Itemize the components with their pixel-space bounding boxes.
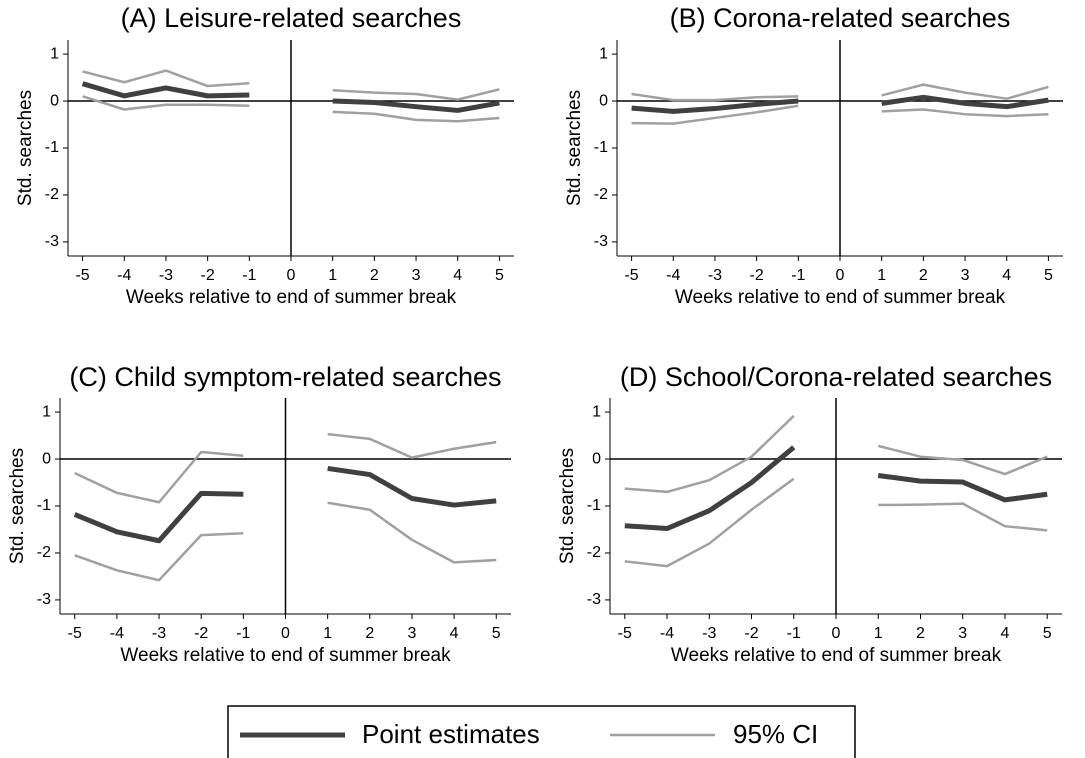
panel-title: (A) Leisure-related searches xyxy=(121,3,462,33)
x-tick-label: 0 xyxy=(287,267,296,284)
y-tick-label: -2 xyxy=(594,186,608,203)
x-tick-label: 1 xyxy=(323,625,332,642)
x-tick-label: 2 xyxy=(365,625,374,642)
y-tick-label: -2 xyxy=(37,544,51,561)
y-axis-title: Std. searches xyxy=(15,90,36,206)
x-tick-label: 3 xyxy=(958,625,967,642)
ci-upper-line xyxy=(631,83,1049,102)
x-tick-label: -3 xyxy=(708,267,722,284)
x-tick-label: 5 xyxy=(1044,267,1053,284)
x-tick-label: 2 xyxy=(916,625,925,642)
ci-upper-line xyxy=(82,69,500,101)
legend-label: Point estimates xyxy=(362,719,540,749)
y-tick-label: -2 xyxy=(587,544,601,561)
y-axis-title: Std. searches xyxy=(564,90,585,206)
y-tick-label: -3 xyxy=(37,591,51,608)
legend-box xyxy=(227,705,856,758)
x-tick-label: 5 xyxy=(492,625,501,642)
x-tick-label: 4 xyxy=(1001,625,1010,642)
x-axis-title: Weeks relative to end of summer break xyxy=(671,645,1002,666)
ci-lower-line xyxy=(74,501,497,582)
x-tick-label: 3 xyxy=(407,625,416,642)
y-axis-title: Std. searches xyxy=(557,448,578,564)
x-tick-label: -2 xyxy=(744,625,758,642)
x-tick-label: -3 xyxy=(702,625,716,642)
panel: (A) Leisure-related searches 1 0 -1 -2 -3 -5 -4… xyxy=(15,3,514,308)
x-tick-label: -1 xyxy=(787,625,801,642)
y-tick-label: -3 xyxy=(587,591,601,608)
x-tick-label: 0 xyxy=(281,625,290,642)
y-tick-label: 1 xyxy=(42,403,51,420)
y-tick-label: -1 xyxy=(45,139,59,156)
x-tick-label: 3 xyxy=(961,267,970,284)
x-axis-title: Weeks relative to end of summer break xyxy=(126,287,457,308)
estimate-line xyxy=(624,445,1048,532)
ci-lower-line xyxy=(631,104,1049,125)
x-tick-label: -2 xyxy=(750,267,764,284)
x-tick-label: -3 xyxy=(152,625,166,642)
x-tick-label: -2 xyxy=(201,267,215,284)
panel: (B) Corona-related searches 1 0 -1 -2 -3 -5 -4 -… xyxy=(564,3,1063,308)
y-tick-label: -1 xyxy=(37,497,51,514)
legend: Point estimates 95% CI xyxy=(227,705,856,758)
x-tick-label: -4 xyxy=(666,267,680,284)
x-tick-label: 1 xyxy=(877,267,886,284)
y-tick-label: 1 xyxy=(599,45,608,62)
x-tick-label: -5 xyxy=(624,267,638,284)
y-tick-label: -1 xyxy=(587,497,601,514)
x-tick-label: 3 xyxy=(412,267,421,284)
x-tick-label: 4 xyxy=(450,625,459,642)
ci-lower-line xyxy=(82,95,500,123)
x-tick-label: 2 xyxy=(919,267,928,284)
x-axis-title: Weeks relative to end of summer break xyxy=(120,645,451,666)
x-tick-label: 5 xyxy=(495,267,504,284)
x-tick-label: 4 xyxy=(453,267,462,284)
estimate-line xyxy=(631,94,1049,114)
x-tick-label: -4 xyxy=(660,625,674,642)
panel-title: (C) Child symptom-related searches xyxy=(69,362,501,392)
panel: (C) Child symptom-related searches 1 0 -1 -2… xyxy=(7,362,511,666)
y-tick-label: 0 xyxy=(599,92,608,109)
x-tick-label: 0 xyxy=(832,625,841,642)
x-tick-label: -5 xyxy=(75,267,89,284)
x-tick-label: 1 xyxy=(328,267,337,284)
x-tick-label: -4 xyxy=(117,267,131,284)
y-tick-label: 1 xyxy=(50,45,59,62)
x-tick-label: -1 xyxy=(791,267,805,284)
y-tick-label: 0 xyxy=(42,450,51,467)
x-tick-label: -2 xyxy=(194,625,208,642)
ci-lower-line xyxy=(624,477,1048,568)
x-tick-label: -3 xyxy=(159,267,173,284)
estimate-line xyxy=(81,81,500,113)
ci-upper-line xyxy=(74,432,497,504)
x-tick-label: -5 xyxy=(68,625,82,642)
ci-upper-line xyxy=(624,414,1048,494)
y-tick-label: -3 xyxy=(594,233,608,250)
legend-label: 95% CI xyxy=(733,719,818,749)
x-tick-label: -4 xyxy=(110,625,124,642)
x-tick-label: -1 xyxy=(236,625,250,642)
panel: (D) School/Corona-related searches 1 0 -1 -2… xyxy=(557,362,1062,666)
panel-title: (B) Corona-related searches xyxy=(670,3,1011,33)
x-tick-label: 2 xyxy=(370,267,379,284)
y-tick-label: -2 xyxy=(45,186,59,203)
y-tick-label: -3 xyxy=(45,233,59,250)
y-tick-label: 0 xyxy=(50,92,59,109)
y-tick-label: 0 xyxy=(592,450,601,467)
x-tick-label: 0 xyxy=(836,267,845,284)
estimate-line xyxy=(73,465,497,544)
x-tick-label: -1 xyxy=(242,267,256,284)
y-axis-title: Std. searches xyxy=(7,448,28,564)
x-tick-label: -5 xyxy=(618,625,632,642)
x-tick-label: 4 xyxy=(1002,267,1011,284)
y-tick-label: 1 xyxy=(592,403,601,420)
x-tick-label: 5 xyxy=(1043,625,1052,642)
y-tick-label: -1 xyxy=(594,139,608,156)
panel-title: (D) School/Corona-related searches xyxy=(620,362,1052,392)
x-tick-label: 1 xyxy=(874,625,883,642)
x-axis-title: Weeks relative to end of summer break xyxy=(675,287,1006,308)
